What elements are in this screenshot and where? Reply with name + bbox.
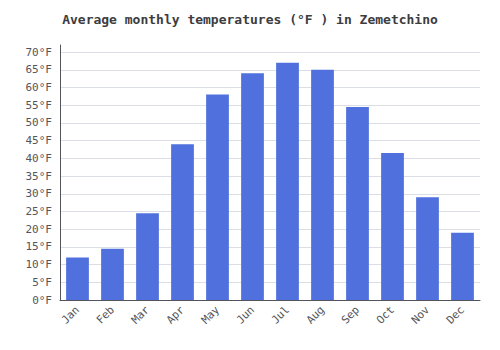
svg-text:60°F: 60°F xyxy=(26,81,53,94)
svg-text:Jan: Jan xyxy=(59,303,82,326)
svg-text:Mar: Mar xyxy=(129,303,152,326)
svg-text:35°F: 35°F xyxy=(26,170,53,183)
svg-text:10°F: 10°F xyxy=(26,258,53,271)
svg-text:0°F: 0°F xyxy=(32,294,52,307)
svg-text:May: May xyxy=(199,303,222,326)
svg-text:Sep: Sep xyxy=(339,303,362,326)
svg-text:50°F: 50°F xyxy=(26,116,53,129)
svg-text:Dec: Dec xyxy=(444,303,467,326)
svg-text:Average monthly temperatures (: Average monthly temperatures (°F ) in Ze… xyxy=(62,12,438,27)
svg-text:15°F: 15°F xyxy=(26,240,53,253)
svg-text:Apr: Apr xyxy=(164,303,187,326)
svg-text:Feb: Feb xyxy=(94,303,117,326)
svg-text:Jun: Jun xyxy=(234,303,257,326)
svg-text:45°F: 45°F xyxy=(26,134,53,147)
svg-text:70°F: 70°F xyxy=(26,46,53,59)
svg-text:Aug: Aug xyxy=(304,303,327,326)
svg-text:55°F: 55°F xyxy=(26,99,53,112)
svg-text:Nov: Nov xyxy=(409,303,432,326)
svg-text:Jul: Jul xyxy=(269,303,292,326)
svg-text:25°F: 25°F xyxy=(26,205,53,218)
svg-text:30°F: 30°F xyxy=(26,187,53,200)
svg-text:65°F: 65°F xyxy=(26,63,53,76)
svg-text:20°F: 20°F xyxy=(26,223,53,236)
svg-text:5°F: 5°F xyxy=(32,276,52,289)
svg-text:Oct: Oct xyxy=(374,303,397,326)
svg-text:40°F: 40°F xyxy=(26,152,53,165)
